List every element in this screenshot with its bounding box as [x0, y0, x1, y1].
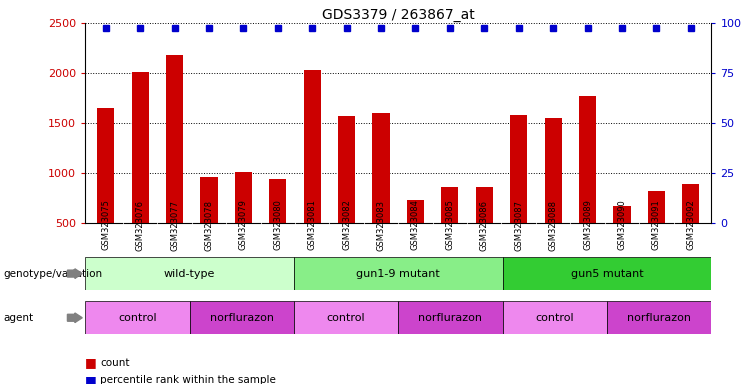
- Text: norflurazon: norflurazon: [627, 313, 691, 323]
- Text: wild-type: wild-type: [164, 268, 215, 279]
- Text: control: control: [118, 313, 156, 323]
- Text: GSM323087: GSM323087: [514, 200, 523, 250]
- Text: gun5 mutant: gun5 mutant: [571, 268, 643, 279]
- Text: norflurazon: norflurazon: [419, 313, 482, 323]
- Text: genotype/variation: genotype/variation: [4, 268, 103, 279]
- Bar: [85, 257, 294, 290]
- Text: GSM323078: GSM323078: [205, 200, 213, 250]
- Bar: [502, 301, 607, 334]
- Text: percentile rank within the sample: percentile rank within the sample: [100, 375, 276, 384]
- Text: GSM323085: GSM323085: [445, 200, 454, 250]
- Text: GSM323088: GSM323088: [548, 200, 558, 250]
- Bar: [607, 301, 711, 334]
- Bar: [407, 200, 424, 273]
- Text: control: control: [536, 313, 574, 323]
- Bar: [502, 257, 711, 290]
- Bar: [85, 301, 190, 334]
- Bar: [201, 177, 218, 273]
- Bar: [579, 96, 596, 273]
- Text: GSM323089: GSM323089: [583, 200, 592, 250]
- Text: GSM323080: GSM323080: [273, 200, 282, 250]
- Text: GSM323077: GSM323077: [170, 200, 179, 250]
- Text: GSM323092: GSM323092: [686, 200, 695, 250]
- Bar: [132, 72, 149, 273]
- Bar: [235, 172, 252, 273]
- Bar: [442, 187, 459, 273]
- Bar: [294, 301, 398, 334]
- Text: GSM323081: GSM323081: [308, 200, 317, 250]
- Text: GSM323076: GSM323076: [136, 200, 144, 250]
- Text: GSM323075: GSM323075: [102, 200, 110, 250]
- Bar: [166, 55, 183, 273]
- Bar: [269, 179, 287, 273]
- Bar: [304, 70, 321, 273]
- Bar: [338, 116, 355, 273]
- Bar: [97, 108, 114, 273]
- Text: GSM323083: GSM323083: [376, 200, 385, 250]
- Bar: [682, 184, 700, 273]
- Text: agent: agent: [4, 313, 34, 323]
- Text: GSM323079: GSM323079: [239, 200, 248, 250]
- Text: ■: ■: [85, 374, 97, 384]
- Text: gun1-9 mutant: gun1-9 mutant: [356, 268, 440, 279]
- Bar: [545, 118, 562, 273]
- Text: norflurazon: norflurazon: [210, 313, 273, 323]
- Bar: [614, 206, 631, 273]
- Bar: [190, 301, 294, 334]
- Bar: [373, 113, 390, 273]
- Text: GSM323082: GSM323082: [342, 200, 351, 250]
- Text: GSM323091: GSM323091: [652, 200, 661, 250]
- Text: count: count: [100, 358, 130, 368]
- Bar: [399, 301, 502, 334]
- Bar: [648, 191, 665, 273]
- Bar: [510, 115, 528, 273]
- Text: control: control: [327, 313, 365, 323]
- Title: GDS3379 / 263867_at: GDS3379 / 263867_at: [322, 8, 475, 22]
- Bar: [294, 257, 502, 290]
- Text: ■: ■: [85, 356, 97, 369]
- Text: GSM323084: GSM323084: [411, 200, 420, 250]
- Bar: [476, 187, 493, 273]
- Text: GSM323086: GSM323086: [479, 200, 489, 250]
- Text: GSM323090: GSM323090: [617, 200, 626, 250]
